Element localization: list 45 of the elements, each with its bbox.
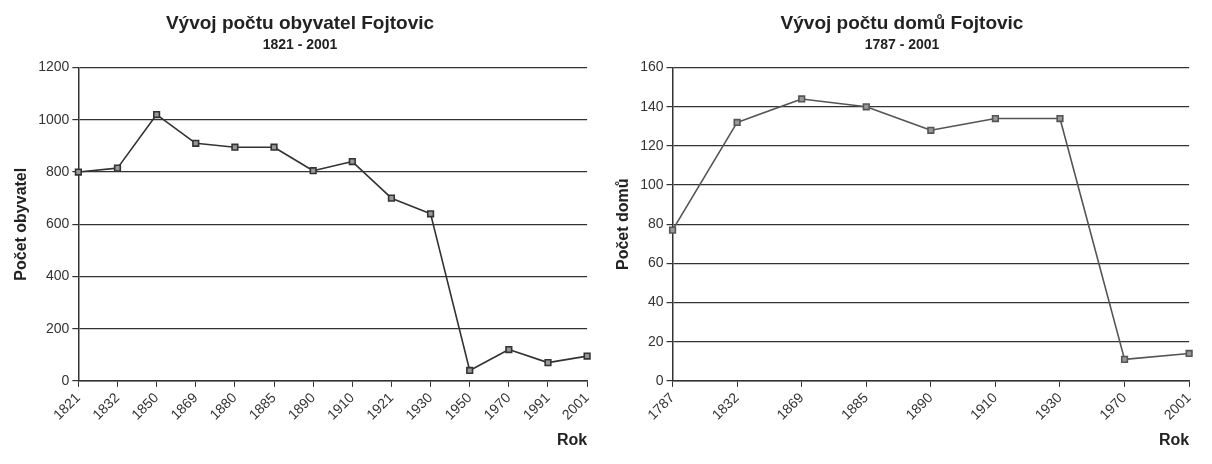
chart-subtitle: 1787 - 2001 (864, 36, 940, 53)
point (309, 167, 317, 175)
point (1185, 349, 1193, 358)
point (152, 110, 161, 119)
point (1120, 355, 1129, 363)
point (798, 95, 806, 103)
y-axis-title: Počet domů (614, 178, 632, 271)
x-axis-title: Rok (1158, 430, 1190, 448)
y-tick-label: 0 (655, 371, 664, 388)
point (544, 358, 552, 367)
y-tick-label: 40 (647, 293, 664, 310)
x-axis-title: Rok (556, 430, 588, 448)
point (426, 210, 435, 218)
point (387, 194, 396, 202)
y-tick-label: 60 (647, 254, 664, 271)
point (348, 157, 356, 166)
point (505, 345, 513, 354)
point (113, 164, 122, 172)
point (1056, 114, 1064, 123)
y-tick-label: 20 (647, 332, 664, 349)
y-tick-label: 80 (647, 215, 664, 232)
y-tick-label: 400 (45, 267, 70, 284)
point (466, 366, 474, 375)
chart-subtitle: 1821 - 2001 (262, 36, 338, 53)
y-tick-label: 600 (45, 215, 70, 232)
point (733, 118, 741, 127)
y-tick-label: 140 (640, 97, 664, 114)
chart-title: Vývoj počtu domů Fojtovic (780, 11, 1024, 33)
y-axis-title: Počet obyvatel (12, 167, 30, 281)
y-tick-label: 1000 (38, 110, 70, 127)
chart-title: Vývoj počtu obyvatel Fojtovic (165, 11, 435, 33)
point (231, 143, 239, 151)
y-tick-label: 0 (61, 371, 70, 388)
point (927, 126, 935, 134)
point (583, 352, 591, 360)
y-tick-label: 1200 (38, 58, 70, 75)
y-tick-label: 100 (640, 175, 664, 192)
y-tick-label: 200 (45, 319, 70, 336)
y-tick-label: 800 (45, 162, 70, 179)
point (192, 139, 200, 147)
y-tick-label: 160 (640, 58, 664, 75)
point (270, 143, 278, 151)
point (862, 103, 870, 111)
y-tick-label: 120 (640, 136, 664, 153)
point (991, 114, 1000, 123)
